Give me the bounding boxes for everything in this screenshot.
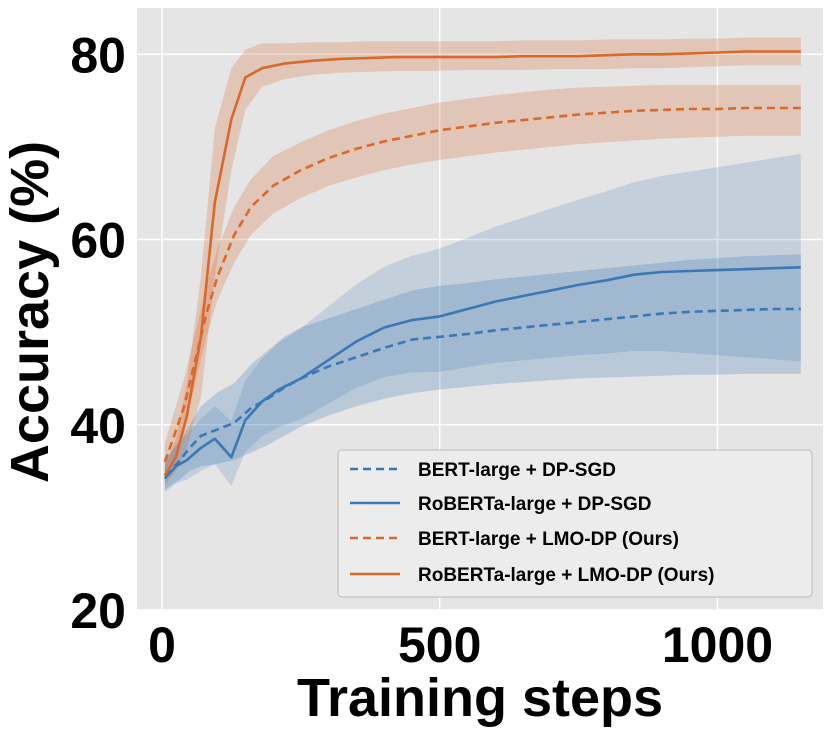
band-series-3: [164, 37, 801, 485]
x-tick-label-1000: 1000: [662, 617, 773, 673]
legend-label-roberta-lmodp: RoBERTa-large + LMO-DP (Ours): [418, 565, 714, 586]
legend-label-bert-lmodp: BERT-large + LMO-DP (Ours): [418, 529, 679, 550]
line-series-3: [163, 50, 801, 477]
line-series-1: [163, 266, 801, 480]
y-tick-label-40: 40: [70, 398, 126, 454]
x-tick-label-500: 500: [398, 617, 481, 673]
y-tick-labels: 20 40 60 80: [70, 27, 126, 639]
legend-box: [337, 449, 813, 598]
line-series-0: [163, 307, 801, 477]
confidence-bands: [164, 37, 801, 493]
legend-label-bert-dpsgd: BERT-large + DP-SGD: [418, 460, 616, 481]
legend-label-roberta-dpsgd: RoBERTa-large + DP-SGD: [418, 494, 652, 515]
line-series-2: [163, 106, 801, 463]
band-series-0: [164, 254, 801, 490]
y-tick-label-20: 20: [70, 583, 126, 639]
band-series-1: [164, 153, 801, 493]
x-tick-labels: 0 500 1000: [148, 617, 773, 673]
series-lines: [163, 50, 801, 480]
x-tick-label-0: 0: [148, 617, 176, 673]
legend: BERT-large + DP-SGD RoBERTa-large + DP-S…: [337, 449, 813, 598]
y-axis-label: Accuracy (%): [0, 141, 60, 483]
x-axis-label: Training steps: [297, 668, 663, 728]
y-tick-label-60: 60: [70, 213, 126, 269]
band-series-2: [164, 84, 801, 481]
y-tick-label-80: 80: [70, 27, 126, 83]
